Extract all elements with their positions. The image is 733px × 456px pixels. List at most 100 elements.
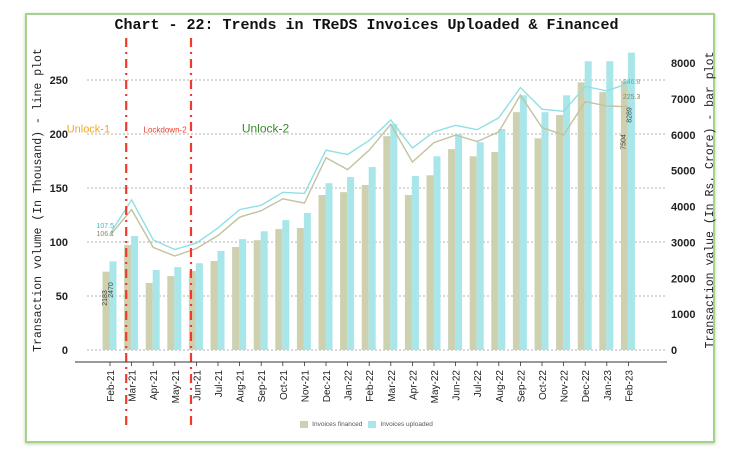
line-label-uploaded-last: 246.8 [623, 79, 641, 86]
bar-uploaded [563, 95, 571, 350]
y-right-tick-label: 4000 [671, 202, 695, 214]
legend-swatch-uploaded [368, 421, 377, 428]
bar-financed [426, 175, 434, 350]
bar-financed [556, 115, 564, 350]
bar-uploaded [476, 142, 484, 350]
legend-item-uploaded: Invoices uploaded [368, 421, 433, 428]
bar-financed [340, 192, 348, 350]
y-left-axis-title: Transaction volume (In Thousand) - line … [32, 48, 45, 352]
bar-label-financed-first: 2183 [102, 290, 109, 306]
bar-uploaded [433, 156, 441, 350]
lines [109, 82, 629, 257]
y-right-tick-label: 1000 [671, 309, 695, 321]
x-tick-label: Aug-21 [236, 370, 247, 403]
bar-label-uploaded-first: 2470 [108, 282, 115, 298]
x-tick-label: Dec-22 [581, 370, 592, 403]
bar-financed [383, 136, 391, 350]
x-tick-label: Jan-23 [603, 370, 614, 401]
line-label-uploaded-first: 107.5 [96, 223, 114, 230]
x-tick-label: May-21 [171, 370, 182, 404]
y-left-tick-label: 50 [56, 291, 68, 303]
x-tick-label: Mar-22 [387, 370, 398, 402]
line-uploaded [109, 82, 629, 251]
legend-item-financed: Invoices financed [300, 421, 362, 428]
bar-uploaded [368, 167, 376, 350]
bar-financed [188, 271, 196, 350]
x-tick-label: Sep-22 [516, 370, 527, 403]
bar-uploaded [282, 220, 290, 350]
bar-uploaded [627, 52, 635, 350]
y-left-tick-label: 250 [50, 75, 68, 87]
bar-uploaded [390, 123, 398, 350]
bar-uploaded [131, 236, 139, 350]
annotation-unlock-2: Unlock-2 [242, 122, 290, 136]
bar-uploaded [174, 267, 182, 350]
line-label-financed-first: 106.1 [96, 231, 114, 238]
bars [102, 52, 635, 351]
y-right-tick-label: 5000 [671, 166, 695, 178]
bar-uploaded [152, 269, 160, 350]
x-tick-label: Jan-22 [344, 370, 355, 401]
bar-financed [361, 184, 369, 350]
y-left-tick-label: 0 [62, 345, 68, 357]
x-tick-label: Jun-22 [452, 370, 463, 401]
bar-uploaded [260, 231, 268, 350]
x-tick-label: Feb-21 [106, 370, 117, 402]
bar-financed [145, 282, 153, 350]
bar-uploaded [303, 212, 311, 350]
bar-uploaded [498, 129, 506, 350]
y-right-tick-label: 0 [671, 345, 677, 357]
x-tick-label: Oct-21 [279, 370, 290, 400]
chart-title: Chart - 22: Trends in TReDS Invoices Upl… [114, 17, 619, 34]
bar-uploaded [109, 261, 117, 350]
bar-label-uploaded-last: 8289 [626, 107, 633, 123]
bar-financed [167, 276, 175, 350]
bar-financed [232, 247, 240, 350]
x-tick-label: May-22 [430, 370, 441, 404]
bar-financed [620, 80, 628, 350]
y-left-tick-label: 200 [50, 129, 68, 141]
y-right-tick-label: 8000 [671, 58, 695, 70]
x-tick-label: Nov-22 [560, 370, 571, 403]
bar-uploaded [411, 176, 419, 350]
bar-financed [102, 271, 110, 350]
annotation-unlock-1: Unlock-1 [67, 124, 110, 136]
x-tick-label: Feb-23 [624, 370, 635, 402]
y-right-tick-label: 2000 [671, 273, 695, 285]
bar-uploaded [325, 183, 333, 350]
bar-financed [448, 149, 456, 350]
vertical-markers [125, 38, 193, 430]
x-tick-label: Aug-22 [495, 370, 506, 403]
bar-uploaded [347, 177, 355, 350]
bar-financed [296, 228, 304, 350]
bar-financed [404, 195, 412, 350]
axes: 0 50 100 150 200 250 0 1000 2000 3000 4000 5000 6000… [32, 48, 717, 403]
bar-uploaded [239, 239, 247, 350]
x-tick-label: Mar-21 [128, 370, 139, 402]
y-right-tick-label: 6000 [671, 130, 695, 142]
x-tick-label: Oct-22 [538, 370, 549, 400]
y-right-axis-title: Transaction value (In Rs. Crore) - bar p… [704, 52, 717, 349]
y-right-tick-label: 7000 [671, 94, 695, 106]
legend-label-uploaded: Invoices uploaded [380, 421, 433, 428]
bar-financed [318, 195, 326, 350]
bar-financed [253, 240, 261, 350]
line-label-financed-last: 225.3 [623, 94, 641, 101]
x-tick-label: Jun-21 [192, 370, 203, 401]
bar-uploaded [541, 112, 549, 351]
annotations: Unlock-1 Lockdown-2 Unlock-2 [67, 122, 290, 136]
bar-financed [512, 112, 520, 351]
bar-financed [491, 151, 499, 350]
bar-uploaded [455, 134, 463, 350]
line-financed [109, 93, 629, 257]
bar-financed [469, 156, 477, 350]
y-left-tick-label: 150 [50, 183, 68, 195]
legend-swatch-financed [300, 421, 309, 428]
y-right-tick-label: 3000 [671, 237, 695, 249]
x-tick-label: Jul-22 [473, 370, 484, 398]
bar-financed [124, 245, 132, 350]
bar-financed [577, 82, 585, 350]
x-tick-label: Apr-22 [408, 370, 419, 400]
